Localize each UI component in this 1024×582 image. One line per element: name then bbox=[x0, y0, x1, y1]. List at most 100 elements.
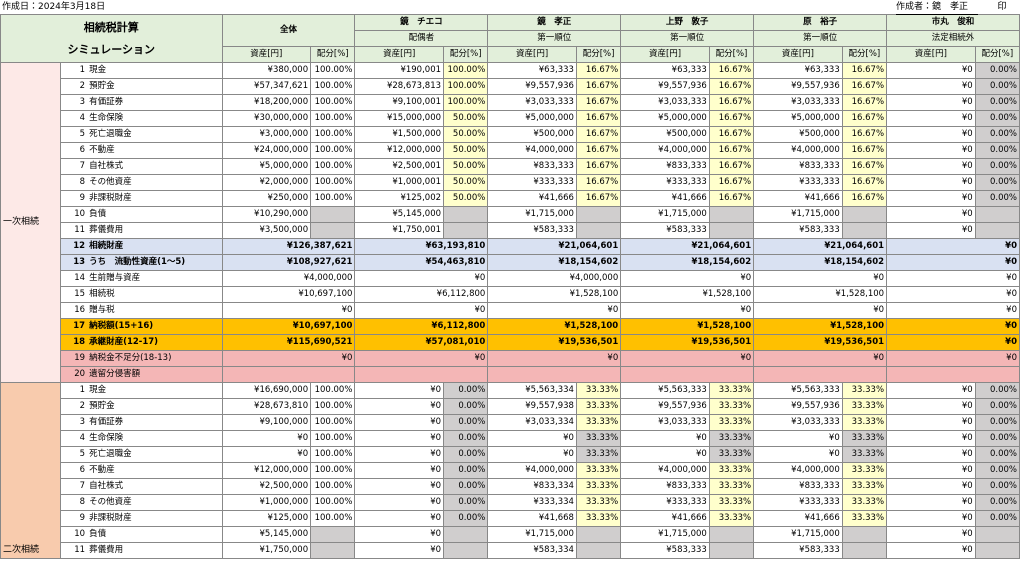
amount-cell: ¥9,557,936 bbox=[753, 398, 843, 415]
amount-cell: ¥5,563,333 bbox=[753, 382, 843, 399]
percent-cell: 16.67% bbox=[575, 142, 622, 159]
section-label: 一次相続 bbox=[0, 62, 62, 383]
percent-cell: 16.67% bbox=[841, 110, 888, 127]
percent-cell: 33.33% bbox=[708, 446, 755, 463]
amount-cell: ¥0 bbox=[886, 494, 976, 511]
table-row: 14 生前贈与資産 ¥4,000,000 ¥0 ¥4,000,000 ¥0 ¥0 ¥0 bbox=[1, 270, 1020, 287]
amount-cell: ¥0 bbox=[354, 494, 445, 511]
column-role: 法定相続外 bbox=[886, 30, 1020, 47]
row-number: 3 bbox=[60, 94, 88, 111]
amount-cell: ¥1,715,000 bbox=[487, 526, 577, 543]
percent-cell: 33.33% bbox=[708, 414, 755, 431]
column-name: 上野 敦子 bbox=[620, 14, 755, 31]
amount-cell: ¥333,333 bbox=[753, 494, 843, 511]
blank-cell bbox=[708, 206, 755, 223]
amount-cell: ¥0 bbox=[886, 542, 976, 559]
total-cell: ¥4,000,000 bbox=[487, 270, 622, 287]
total-cell: ¥108,927,621 bbox=[221, 254, 356, 271]
subheader: 資産[円] bbox=[221, 46, 312, 63]
percent-cell: 33.33% bbox=[575, 510, 622, 527]
table-row: 3 有価証券 ¥18,200,000 100.00% ¥9,100,001 100.00%… bbox=[1, 94, 1021, 111]
amount-cell: ¥9,557,936 bbox=[620, 78, 710, 95]
blank-cell bbox=[841, 526, 888, 543]
percent-cell: 33.33% bbox=[708, 430, 755, 447]
percent-cell: 16.67% bbox=[708, 174, 755, 191]
subheader: 資産[円] bbox=[753, 46, 843, 63]
row-label: 贈与税 bbox=[87, 302, 223, 319]
amount-cell: ¥5,563,334 bbox=[487, 382, 577, 399]
total-cell: ¥18,154,602 bbox=[487, 254, 622, 271]
total-cell bbox=[886, 366, 1020, 383]
amount-cell: ¥4,000,000 bbox=[487, 142, 577, 159]
total-cell: ¥0 bbox=[753, 302, 888, 319]
percent-cell: 100.00% bbox=[310, 190, 356, 207]
percent-cell: 50.00% bbox=[443, 174, 489, 191]
row-label: 遺留分侵害額 bbox=[87, 366, 223, 383]
percent-cell: 16.67% bbox=[708, 158, 755, 175]
amount-cell: ¥583,333 bbox=[620, 542, 710, 559]
percent-cell: 0.00% bbox=[974, 398, 1021, 415]
total-cell: ¥18,154,602 bbox=[620, 254, 755, 271]
column-role: 第一順位 bbox=[753, 30, 888, 47]
percent-cell: 0.00% bbox=[974, 62, 1021, 79]
total-cell: ¥0 bbox=[354, 270, 489, 287]
total-cell: ¥0 bbox=[354, 302, 489, 319]
percent-cell: 16.67% bbox=[708, 94, 755, 111]
percent-cell: 100.00% bbox=[310, 430, 356, 447]
percent-cell: 0.00% bbox=[974, 462, 1021, 479]
table-title: 相続税計算 シミュレーション bbox=[0, 14, 223, 63]
row-label: 葬儀費用 bbox=[87, 222, 223, 239]
simulation-table: 相続税計算 シミュレーション 全体鏡 チエコ鏡 孝正 上野 敦子原 裕子 市丸 俊和 配偶… bbox=[0, 14, 1021, 559]
table-row: 6 不動産 ¥24,000,000 100.00% ¥12,000,000 50.00% ¥… bbox=[1, 142, 1021, 159]
amount-cell: ¥0 bbox=[886, 206, 976, 223]
amount-cell: ¥3,033,333 bbox=[620, 94, 710, 111]
amount-cell: ¥0 bbox=[886, 382, 976, 399]
blank-cell bbox=[575, 222, 622, 239]
amount-cell: ¥0 bbox=[620, 446, 710, 463]
percent-cell: 16.67% bbox=[708, 78, 755, 95]
amount-cell: ¥0 bbox=[886, 158, 976, 175]
percent-cell: 100.00% bbox=[443, 94, 489, 111]
amount-cell: ¥0 bbox=[886, 510, 976, 527]
amount-cell: ¥0 bbox=[886, 446, 976, 463]
amount-cell: ¥0 bbox=[354, 430, 445, 447]
amount-cell: ¥0 bbox=[886, 478, 976, 495]
row-label: 非課税財産 bbox=[87, 190, 223, 207]
row-label: 負債 bbox=[87, 206, 223, 223]
amount-cell: ¥833,333 bbox=[753, 478, 843, 495]
blank-cell bbox=[708, 526, 755, 543]
row-number: 16 bbox=[60, 302, 88, 319]
row-number: 13 bbox=[60, 254, 88, 271]
total-cell: ¥1,528,100 bbox=[753, 318, 888, 335]
percent-cell: 33.33% bbox=[575, 414, 622, 431]
amount-cell: ¥5,000,000 bbox=[487, 110, 577, 127]
percent-cell: 33.33% bbox=[841, 462, 888, 479]
percent-cell: 16.67% bbox=[841, 62, 888, 79]
blank-cell bbox=[443, 222, 489, 239]
amount-cell: ¥28,673,810 bbox=[221, 398, 312, 415]
percent-cell: 33.33% bbox=[841, 510, 888, 527]
blank-cell bbox=[443, 206, 489, 223]
percent-cell: 33.33% bbox=[841, 446, 888, 463]
title-line: シミュレーション bbox=[67, 42, 156, 56]
amount-cell: ¥41,668 bbox=[487, 510, 577, 527]
blank-cell bbox=[310, 526, 356, 543]
percent-cell: 33.33% bbox=[841, 494, 888, 511]
amount-cell: ¥4,000,000 bbox=[753, 462, 843, 479]
total-cell: ¥0 bbox=[487, 350, 622, 367]
row-label: 死亡退職金 bbox=[87, 126, 223, 143]
row-label: 自社株式 bbox=[87, 158, 223, 175]
table-row: 16 贈与税 ¥0 ¥0 ¥0 ¥0 ¥0 ¥0 bbox=[1, 302, 1020, 319]
percent-cell: 50.00% bbox=[443, 142, 489, 159]
percent-cell: 0.00% bbox=[443, 430, 489, 447]
row-label: 非課税財産 bbox=[87, 510, 223, 527]
amount-cell: ¥1,715,000 bbox=[753, 206, 843, 223]
subheader: 配分[%] bbox=[575, 46, 622, 63]
percent-cell: 16.67% bbox=[575, 78, 622, 95]
amount-cell: ¥583,333 bbox=[753, 542, 843, 559]
total-cell: ¥126,387,621 bbox=[221, 238, 356, 255]
percent-cell: 0.00% bbox=[443, 494, 489, 511]
column-name: 全体 bbox=[221, 14, 356, 47]
percent-cell: 33.33% bbox=[708, 478, 755, 495]
